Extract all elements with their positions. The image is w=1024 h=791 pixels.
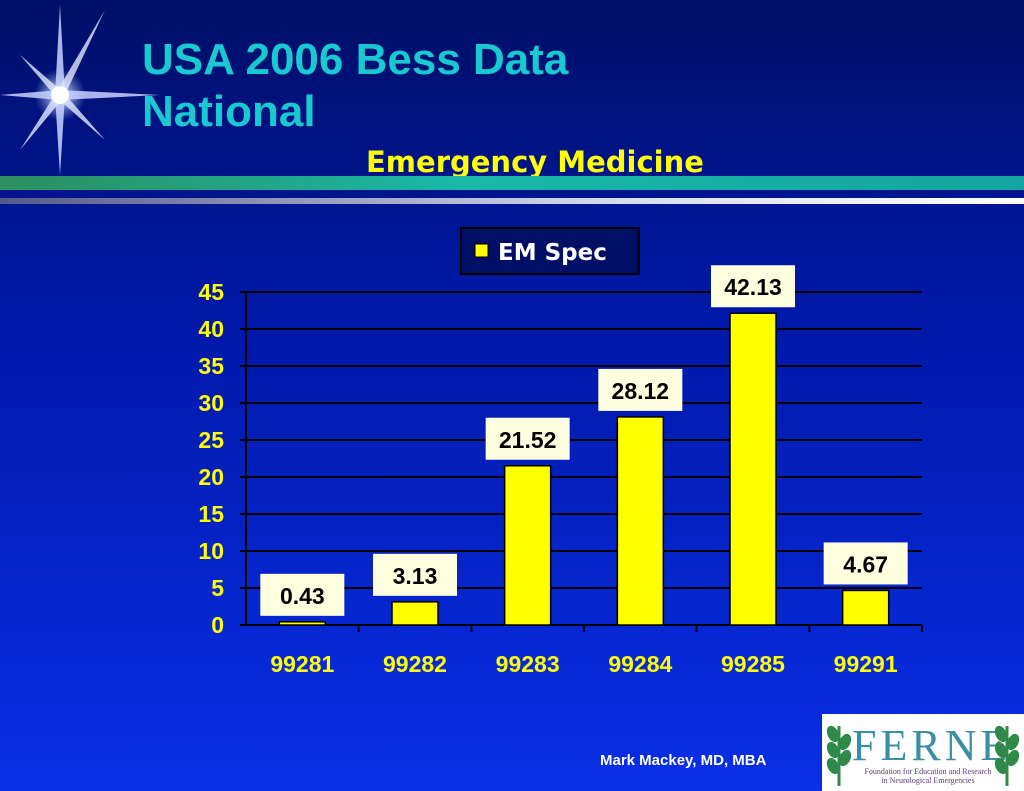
x-tick-label: 99285 [721,651,785,677]
starburst-decoration [0,5,160,175]
x-tick-label: 99291 [834,651,898,677]
y-tick-label: 40 [198,316,224,342]
data-label-box [260,573,345,616]
slide-title-line1: USA 2006 Bess Data [142,35,569,84]
x-tick-label: 99281 [270,651,334,677]
ferne-subtitle-line2: in Neurological Emergencies [881,776,975,785]
y-tick-label: 45 [198,279,224,305]
wheat-left-icon [826,725,852,786]
y-tick-label: 5 [211,575,224,601]
bar [841,589,890,626]
y-tick-label: 20 [198,464,224,490]
data-label: 3.13 [393,563,438,589]
data-label-box [823,542,908,585]
data-label: 28.12 [612,378,670,404]
legend-swatch [474,243,489,258]
bar [503,465,552,626]
data-label: 0.43 [280,583,325,609]
data-label: 4.67 [843,551,888,577]
legend-box [460,227,640,275]
author-credit: Mark Mackey, MD, MBA [600,752,767,769]
slide-title: USA 2006 Bess Data National [142,34,568,138]
data-label-box [711,265,795,308]
y-tick-label: 0 [211,612,224,638]
ferne-subtitle: Foundation for Education and Research in… [858,767,998,785]
x-tick-label: 99282 [383,651,447,677]
ferne-subtitle-line1: Foundation for Education and Research [864,767,992,776]
ferne-wordmark: FERNE [852,721,1012,770]
data-label: 42.13 [724,274,782,300]
y-tick-label: 35 [198,353,224,379]
data-label-box [485,417,570,460]
y-tick-label: 15 [198,501,224,527]
chart-title: Emergency Medicine [366,145,704,179]
y-tick-label: 25 [198,427,224,453]
bar [391,601,439,626]
bar [729,312,777,626]
data-label: 21.52 [499,427,557,453]
data-label-box [598,368,683,411]
data-label-box [373,553,457,596]
legend-label: EM Spec [498,240,607,266]
x-tick-label: 99284 [608,651,672,677]
header-rule-teal [0,176,1024,190]
ferne-logo: FERNE Foundation for Education and Resea… [822,714,1024,791]
y-tick-label: 30 [198,390,224,416]
bar [616,416,665,626]
wheat-right-icon [994,725,1020,786]
x-tick-label: 99283 [496,651,560,677]
y-tick-label: 10 [198,538,224,564]
bar [278,621,327,626]
header-rule-grey [0,198,1024,204]
slide-title-line2: National [142,87,316,136]
